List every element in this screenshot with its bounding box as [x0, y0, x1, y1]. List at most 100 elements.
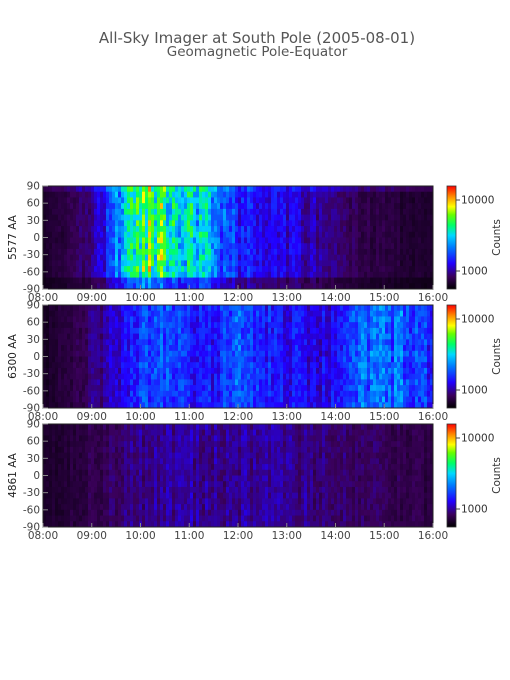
heatmap-cell [64, 504, 68, 511]
heatmap-cell [406, 390, 410, 397]
heatmap-cell [406, 260, 410, 267]
heatmap-cell [421, 356, 425, 363]
heatmap-cell [211, 248, 215, 256]
heatmap-cell [421, 305, 425, 312]
heatmap-cell [388, 203, 392, 210]
heatmap-cell [184, 271, 188, 278]
heatmap-cell [208, 226, 212, 233]
heatmap-cell [58, 385, 62, 392]
heatmap-cell [190, 322, 194, 329]
heatmap-cell [397, 237, 401, 244]
heatmap-cell [394, 266, 398, 273]
heatmap-cell [220, 385, 224, 392]
heatmap-cell [181, 226, 185, 233]
heatmap-cell [64, 345, 68, 352]
heatmap-cell [124, 271, 128, 278]
heatmap-cell [298, 197, 302, 204]
heatmap-cell [247, 373, 251, 380]
heatmap-cell [172, 379, 176, 386]
heatmap-cell [109, 208, 113, 216]
heatmap-cell [373, 214, 377, 221]
heatmap-cell [208, 402, 212, 409]
heatmap-cell [358, 379, 362, 386]
heatmap-cell [412, 226, 416, 233]
heatmap-cell [73, 305, 77, 312]
heatmap-cell [283, 373, 287, 380]
heatmap-cell [73, 402, 77, 409]
x-tick-label: 10:00 [125, 292, 155, 304]
heatmap-cell [130, 208, 134, 216]
heatmap-cell [274, 396, 278, 403]
heatmap-cell [391, 373, 395, 380]
heatmap-cell [157, 385, 161, 392]
heatmap-cell [97, 379, 101, 386]
heatmap-cell [172, 191, 176, 198]
heatmap-cell [139, 310, 143, 317]
heatmap-cell [244, 214, 248, 221]
heatmap-cell [244, 362, 248, 369]
heatmap-cell [124, 220, 128, 227]
heatmap-cell [187, 373, 191, 380]
heatmap-cell [286, 367, 290, 375]
heatmap-cell [337, 367, 341, 375]
heatmap-cell [82, 226, 86, 233]
heatmap-cell [187, 310, 191, 317]
heatmap-cell [127, 266, 131, 273]
heatmap-cell [217, 283, 221, 290]
heatmap-cell [295, 356, 299, 363]
heatmap-cell [385, 220, 389, 227]
heatmap-cell [100, 266, 104, 273]
heatmap-cell [76, 504, 80, 511]
heatmap-cell [289, 350, 293, 357]
heatmap-cell [316, 333, 320, 340]
heatmap-cell [205, 248, 209, 256]
heatmap-cell [220, 271, 224, 278]
heatmap-cell [331, 266, 335, 273]
heatmap-cell [181, 316, 185, 323]
heatmap-cell [409, 379, 413, 386]
heatmap-cell [253, 186, 257, 193]
heatmap-cell [208, 345, 212, 352]
heatmap-cell [250, 322, 254, 329]
heatmap-cell [394, 345, 398, 352]
heatmap-cell [238, 390, 242, 397]
heatmap-cell [46, 231, 50, 238]
heatmap-cell [124, 333, 128, 340]
heatmap-cell [277, 243, 281, 250]
heatmap-cell [82, 367, 86, 375]
heatmap-cell [193, 208, 197, 216]
heatmap-cell [403, 197, 407, 204]
heatmap-cell [151, 362, 155, 369]
heatmap-cell [163, 305, 167, 312]
heatmap-cell [337, 362, 341, 369]
heatmap-cell [202, 191, 206, 198]
heatmap-cell [169, 254, 173, 261]
heatmap-cell [400, 362, 404, 369]
heatmap-cell [94, 277, 98, 284]
heatmap-cell [382, 322, 386, 329]
heatmap-cell [376, 396, 380, 403]
heatmap-cell [127, 305, 131, 312]
heatmap-cell [154, 367, 158, 375]
heatmap-cell [259, 191, 263, 198]
heatmap-cell [214, 220, 218, 227]
heatmap-cell [322, 231, 326, 238]
heatmap-cell [346, 305, 350, 312]
heatmap-cell [250, 248, 254, 256]
heatmap-cell [256, 310, 260, 317]
heatmap-cell [58, 435, 62, 442]
heatmap-cell [415, 367, 419, 375]
heatmap-cell [373, 310, 377, 317]
heatmap-cell [43, 464, 47, 471]
heatmap-cell [247, 208, 251, 216]
heatmap-cell [340, 316, 344, 323]
heatmap-cell [343, 339, 347, 346]
heatmap-cell [259, 266, 263, 273]
heatmap-cell [178, 402, 182, 409]
heatmap-cell [142, 260, 146, 267]
heatmap-cell [223, 208, 227, 216]
heatmap-cell [43, 333, 47, 340]
heatmap-cell [271, 277, 275, 284]
heatmap-cell [184, 214, 188, 221]
heatmap-cell [217, 254, 221, 261]
